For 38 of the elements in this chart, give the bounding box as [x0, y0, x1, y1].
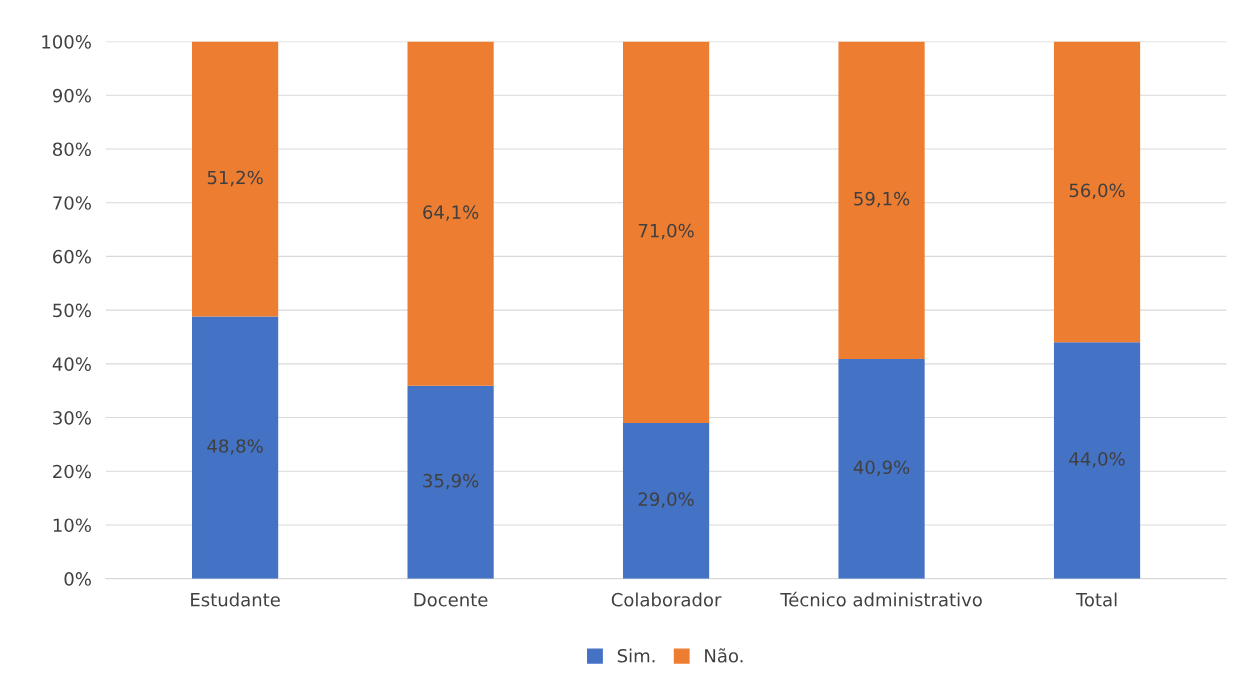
- bar: [407, 41, 494, 386]
- bar: [192, 316, 279, 579]
- y-tick-label: 20%: [53, 464, 91, 479]
- x-tick-label: Estudante: [191, 592, 280, 607]
- data-label: 56,0%: [1069, 183, 1125, 200]
- data-label: 35,9%: [423, 473, 479, 490]
- y-tick-label: 10%: [53, 518, 91, 533]
- legend-label: Não.: [705, 648, 743, 663]
- y-tick-label: 50%: [53, 303, 91, 318]
- y-tick-label: 70%: [53, 196, 91, 210]
- y-tick-label: 60%: [53, 249, 91, 264]
- x-tick-label: Colaborador: [611, 592, 722, 607]
- bar: [1053, 342, 1141, 579]
- y-tick-label: 80%: [53, 142, 91, 157]
- bar: [407, 385, 494, 579]
- bar: [192, 41, 279, 317]
- bar: [622, 422, 710, 579]
- bar: [622, 41, 710, 423]
- y-tick-label: 30%: [53, 410, 91, 425]
- x-tick-label: Técnico administrativo: [780, 591, 982, 607]
- data-label: 29,0%: [638, 492, 694, 508]
- y-tick-label: 90%: [52, 88, 91, 103]
- y-tick-label: 0%: [64, 572, 91, 586]
- data-label: 51,2%: [207, 170, 263, 187]
- bar: [838, 41, 925, 359]
- data-label: 48,8%: [207, 439, 263, 455]
- y-tick-label: 100%: [42, 35, 91, 49]
- data-label: 44,0%: [1069, 452, 1125, 468]
- data-label: 40,9%: [853, 460, 910, 476]
- y-tick-label: 40%: [52, 357, 91, 371]
- x-tick-label: Docente: [414, 593, 488, 607]
- data-label: 64,1%: [423, 205, 479, 221]
- data-label: 71,0%: [638, 223, 694, 240]
- x-tick-label: Total: [1075, 592, 1117, 607]
- data-label: 59,1%: [854, 191, 910, 208]
- bar: [838, 358, 925, 579]
- bar: [1053, 41, 1141, 343]
- legend-label: Sim.: [617, 648, 655, 663]
